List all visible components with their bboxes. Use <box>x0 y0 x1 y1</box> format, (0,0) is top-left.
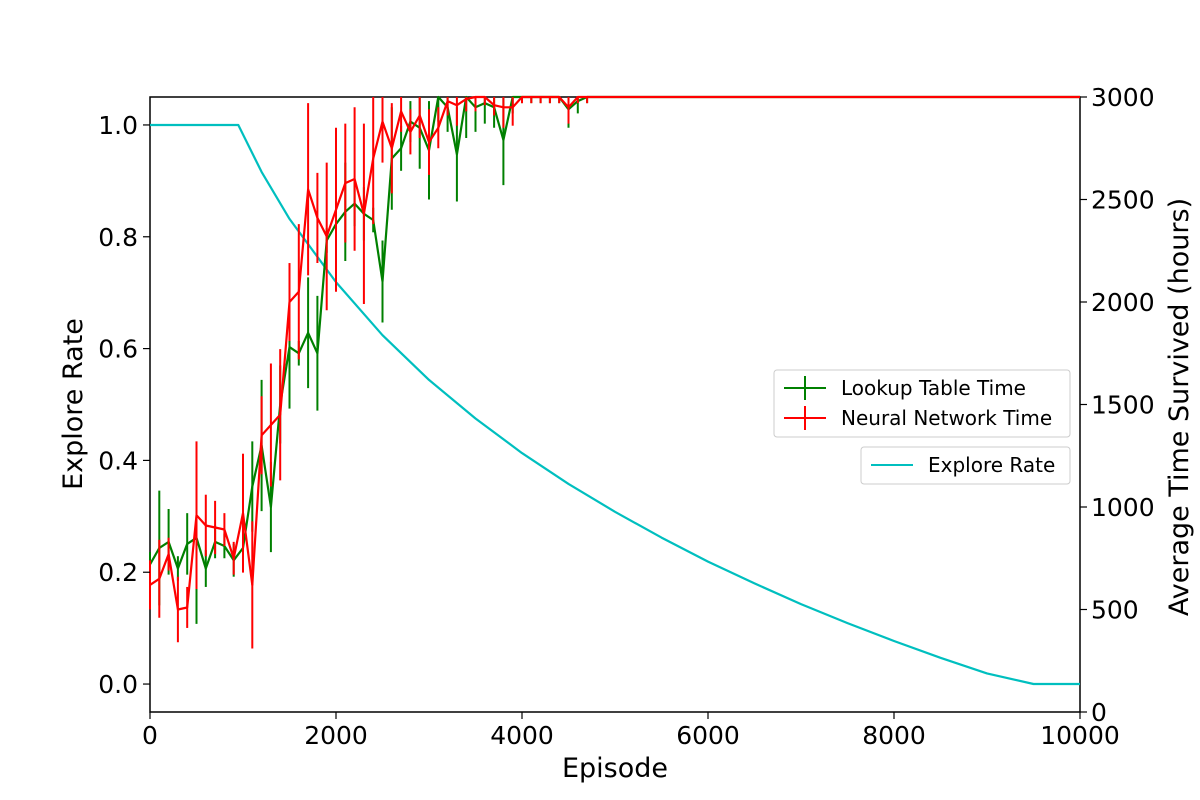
right-axis: 0 500 1000 1500 2000 2500 3000 <box>1080 83 1155 727</box>
left-tick-label: 0.0 <box>98 670 138 699</box>
legend-time: Lookup Table Time Neural Network Time <box>773 369 1071 438</box>
x-tick-label: 8000 <box>862 721 926 750</box>
x-axis-title: Episode <box>562 753 668 784</box>
right-tick-label: 2000 <box>1091 288 1155 317</box>
legend-explore-box <box>860 446 1071 485</box>
right-tick-label: 0 <box>1091 698 1107 727</box>
neural-network-time-series <box>149 95 1080 649</box>
plot-area <box>149 95 1081 713</box>
left-axis-title: Explore Rate <box>58 318 89 490</box>
left-tick-label: 0.4 <box>98 446 138 475</box>
lookup-table-time-series <box>149 95 1080 624</box>
x-axis: 0 2000 4000 6000 8000 10000 <box>142 712 1120 750</box>
right-tick-label: 1000 <box>1091 493 1155 522</box>
left-tick-label: 1.0 <box>98 111 138 140</box>
explore-rate-line <box>150 123 1080 686</box>
left-axis: 0.0 0.2 0.4 0.6 0.8 1.0 <box>98 111 150 699</box>
x-tick-label: 4000 <box>490 721 554 750</box>
left-tick-label: 0.2 <box>98 558 138 587</box>
legend-lookup-label: Lookup Table Time <box>841 376 1026 400</box>
x-tick-label: 0 <box>142 721 158 750</box>
legend-explore: Explore Rate <box>860 446 1071 485</box>
left-tick-label: 0.6 <box>98 335 138 364</box>
right-axis-title: Average Time Survived (hours) <box>1164 198 1195 616</box>
legend-neural-label: Neural Network Time <box>841 406 1052 430</box>
x-tick-label: 2000 <box>304 721 368 750</box>
neural-network-time-line <box>149 95 1080 611</box>
series-layer <box>149 95 1080 686</box>
right-tick-label: 3000 <box>1091 83 1155 112</box>
left-tick-label: 0.8 <box>98 223 138 252</box>
legend-time-box <box>773 369 1071 438</box>
right-tick-label: 500 <box>1091 596 1139 625</box>
x-tick-label: 6000 <box>676 721 740 750</box>
right-tick-label: 1500 <box>1091 391 1155 420</box>
x-tick-label: 10000 <box>1040 721 1120 750</box>
lookup-table-time-line <box>149 95 1080 570</box>
explore-rate-series <box>150 123 1080 686</box>
right-tick-label: 2500 <box>1091 186 1155 215</box>
legend-explore-label: Explore Rate <box>928 453 1055 477</box>
